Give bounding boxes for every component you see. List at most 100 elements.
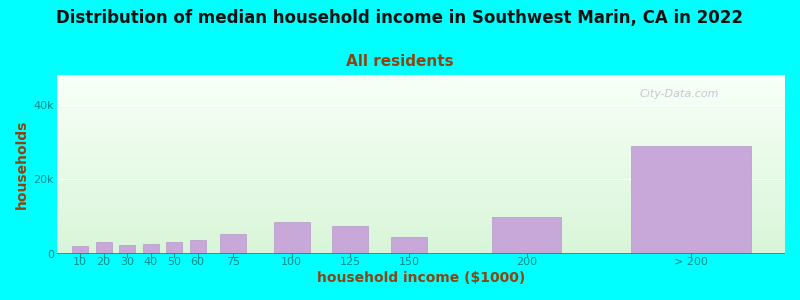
Bar: [57, 205, 785, 206]
Bar: [57, 186, 785, 187]
Bar: [57, 126, 785, 127]
Bar: [57, 189, 785, 190]
Bar: [57, 236, 785, 237]
Bar: [57, 183, 785, 184]
Bar: [57, 240, 785, 241]
Bar: [57, 115, 785, 116]
Bar: [119, 245, 135, 254]
Bar: [57, 223, 785, 224]
Bar: [57, 173, 785, 174]
Bar: [57, 181, 785, 182]
Bar: [57, 134, 785, 135]
Bar: [57, 113, 785, 114]
Bar: [57, 225, 785, 226]
Bar: [57, 245, 785, 246]
Bar: [57, 150, 785, 151]
Bar: [57, 132, 785, 133]
Bar: [57, 77, 785, 78]
Bar: [57, 89, 785, 90]
Bar: [57, 217, 785, 218]
Bar: [57, 228, 785, 229]
Bar: [57, 153, 785, 154]
Bar: [57, 238, 785, 239]
Bar: [57, 210, 785, 211]
Bar: [57, 215, 785, 216]
Bar: [57, 127, 785, 128]
Bar: [57, 78, 785, 79]
Bar: [220, 233, 246, 254]
Bar: [57, 122, 785, 123]
Bar: [57, 146, 785, 147]
X-axis label: household income ($1000): household income ($1000): [317, 271, 525, 285]
Bar: [631, 146, 751, 254]
Bar: [57, 148, 785, 149]
Bar: [57, 144, 785, 145]
Bar: [57, 139, 785, 140]
Bar: [57, 221, 785, 222]
Bar: [57, 244, 785, 245]
Bar: [391, 237, 427, 254]
Bar: [57, 133, 785, 134]
Bar: [57, 220, 785, 221]
Bar: [57, 229, 785, 230]
Bar: [57, 119, 785, 120]
Bar: [57, 147, 785, 148]
Bar: [57, 87, 785, 88]
Bar: [57, 197, 785, 198]
Bar: [57, 207, 785, 208]
Bar: [57, 208, 785, 209]
Bar: [57, 152, 785, 153]
Bar: [57, 235, 785, 236]
Bar: [57, 175, 785, 176]
Bar: [57, 187, 785, 188]
Bar: [57, 100, 785, 101]
Bar: [57, 242, 785, 243]
Text: All residents: All residents: [346, 54, 454, 69]
Bar: [57, 178, 785, 179]
Bar: [57, 177, 785, 178]
Bar: [57, 161, 785, 162]
Bar: [57, 192, 785, 193]
Bar: [57, 136, 785, 137]
Bar: [57, 84, 785, 85]
Bar: [57, 202, 785, 203]
Bar: [57, 94, 785, 95]
Bar: [57, 102, 785, 103]
Bar: [57, 193, 785, 194]
Bar: [57, 234, 785, 235]
Bar: [57, 95, 785, 96]
Bar: [57, 97, 785, 98]
Bar: [57, 162, 785, 163]
Bar: [57, 185, 785, 186]
Bar: [57, 110, 785, 111]
Bar: [57, 92, 785, 93]
Bar: [57, 239, 785, 240]
Bar: [57, 191, 785, 192]
Bar: [57, 82, 785, 83]
Bar: [57, 163, 785, 164]
Bar: [57, 116, 785, 117]
Bar: [57, 104, 785, 105]
Bar: [57, 180, 785, 181]
Bar: [190, 240, 206, 254]
Bar: [57, 224, 785, 225]
Bar: [491, 217, 562, 254]
Bar: [57, 212, 785, 213]
Bar: [57, 168, 785, 169]
Bar: [57, 80, 785, 81]
Bar: [57, 251, 785, 252]
Bar: [95, 242, 111, 254]
Bar: [166, 242, 182, 254]
Bar: [57, 76, 785, 77]
Bar: [57, 131, 785, 132]
Bar: [57, 141, 785, 142]
Bar: [57, 130, 785, 131]
Text: Distribution of median household income in Southwest Marin, CA in 2022: Distribution of median household income …: [57, 9, 743, 27]
Bar: [57, 253, 785, 254]
Bar: [57, 111, 785, 112]
Bar: [57, 160, 785, 161]
Bar: [57, 195, 785, 196]
Bar: [57, 226, 785, 227]
Bar: [57, 174, 785, 175]
Bar: [57, 142, 785, 143]
